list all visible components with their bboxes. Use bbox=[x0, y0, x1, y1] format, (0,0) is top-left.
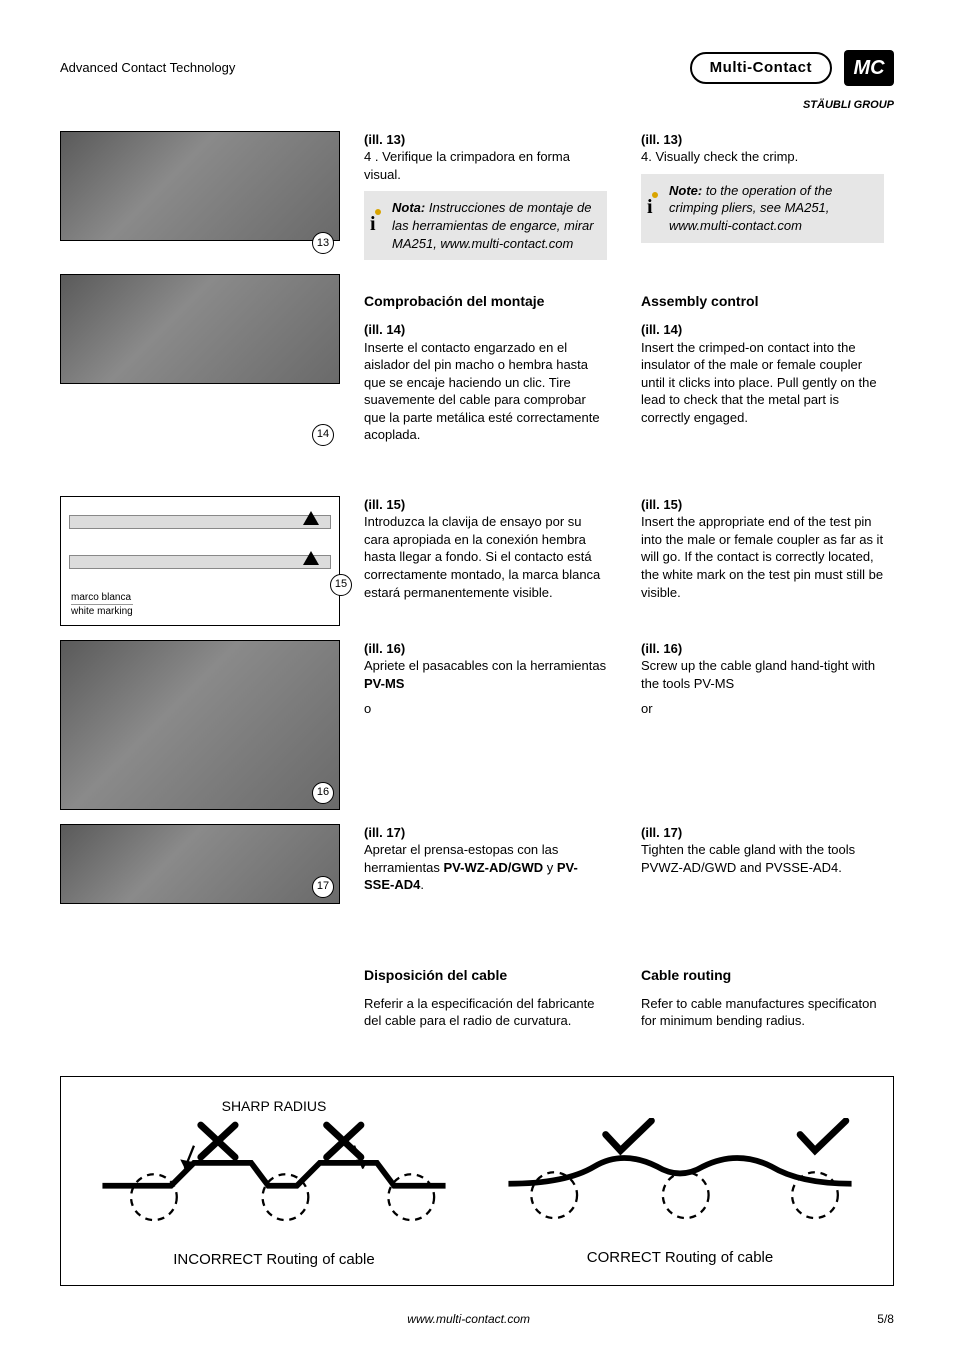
ill-ref: (ill. 14) bbox=[641, 322, 682, 337]
ill-ref: (ill. 17) bbox=[641, 825, 682, 840]
body-text: Screw up the cable gland hand-tight with… bbox=[641, 658, 875, 691]
photo-crimp bbox=[60, 131, 340, 241]
correct-caption: CORRECT Routing of cable bbox=[497, 1248, 863, 1268]
note-title: Note: bbox=[669, 183, 702, 198]
body-text: 4. Visually check the crimp. bbox=[641, 149, 798, 164]
ill-ref: (ill. 16) bbox=[641, 641, 682, 656]
incorrect-routing-icon bbox=[91, 1120, 457, 1240]
brand-pill: Multi-Contact bbox=[690, 52, 832, 84]
note-title: Nota: bbox=[392, 200, 425, 215]
diagram-test-pin: marco blanca white marking bbox=[60, 496, 340, 626]
body-text: Inserte el contacto engarzado en el aisl… bbox=[364, 340, 600, 443]
ill-ref: (ill. 17) bbox=[364, 825, 405, 840]
figure-15: marco blanca white marking 15 bbox=[60, 496, 340, 626]
figure-number-badge: 17 bbox=[312, 876, 334, 898]
correct-routing-icon bbox=[497, 1118, 863, 1238]
incorrect-caption: INCORRECT Routing of cable bbox=[91, 1250, 457, 1270]
es-column: Comprobación del montaje (ill. 14) Inser… bbox=[364, 274, 617, 452]
ill-ref: (ill. 15) bbox=[641, 497, 682, 512]
routing-correct: CORRECT Routing of cable bbox=[497, 1097, 863, 1271]
es-column: (ill. 15) Introduzca la clavija de ensay… bbox=[364, 496, 617, 626]
subbrand: STÄUBLI GROUP bbox=[60, 98, 894, 113]
ill-ref: (ill. 14) bbox=[364, 322, 405, 337]
photo-cable-gland bbox=[60, 640, 340, 810]
figure-16: 16 bbox=[60, 640, 340, 810]
footer: www.multi-contact.com 5/8 bbox=[60, 1311, 894, 1327]
es-column: (ill. 17) Apretar el prensa-estopas con … bbox=[364, 824, 617, 904]
tool-name: PV-WZ-AD/GWD bbox=[443, 860, 543, 875]
ill-ref: (ill. 13) bbox=[641, 132, 682, 147]
tool-name: PV-MS bbox=[364, 676, 404, 691]
header: Advanced Contact Technology Multi-Contac… bbox=[60, 50, 894, 86]
mc-logo-icon: MC bbox=[844, 50, 894, 86]
body-text: Tighten the cable gland with the tools P… bbox=[641, 842, 855, 875]
figure-17: 17 bbox=[60, 824, 340, 904]
en-column: Assembly control (ill. 14) Insert the cr… bbox=[641, 274, 894, 452]
heading-assembly-en: Assembly control bbox=[641, 292, 884, 311]
en-column: (ill. 16) Screw up the cable gland hand-… bbox=[641, 640, 894, 810]
ill-ref: (ill. 13) bbox=[364, 132, 405, 147]
note-box-es: i Nota: Instrucciones de montaje de las … bbox=[364, 191, 607, 260]
empty-cell bbox=[60, 948, 340, 1038]
info-icon: i bbox=[370, 209, 386, 227]
es-column: (ill. 13) 4 . Verifique la crimpadora en… bbox=[364, 131, 617, 260]
figure-13: 13 bbox=[60, 131, 340, 260]
body-text: 4 . Verifique la crimpadora en forma vis… bbox=[364, 149, 570, 182]
en-column: Cable routing Refer to cable manufacture… bbox=[641, 948, 894, 1038]
body-text: Apriete el pasacables con la herramienta… bbox=[364, 658, 606, 673]
photo-assembly bbox=[60, 274, 340, 384]
routing-incorrect: SHARP RADIUS bbox=[91, 1097, 457, 1271]
brand-wrap: Multi-Contact MC bbox=[690, 50, 894, 86]
note-box-en: i Note: to the operation of the crimping… bbox=[641, 174, 884, 243]
figure-number-badge: 14 bbox=[312, 424, 334, 446]
ill-ref: (ill. 16) bbox=[364, 641, 405, 656]
en-column: (ill. 13) 4. Visually check the crimp. i… bbox=[641, 131, 894, 260]
ill-ref: (ill. 15) bbox=[364, 497, 405, 512]
footer-url: www.multi-contact.com bbox=[407, 1311, 530, 1327]
sharp-radius-label: SHARP RADIUS bbox=[91, 1097, 457, 1116]
figure-14: 14 bbox=[60, 274, 340, 452]
body-text: Refer to cable manufactures specificaton… bbox=[641, 995, 884, 1030]
or-text: o bbox=[364, 700, 607, 718]
heading-cable-es: Disposición del cable bbox=[364, 966, 607, 985]
body-text: Insert the crimped-on contact into the i… bbox=[641, 340, 877, 425]
page-number: 5/8 bbox=[877, 1311, 894, 1327]
figure-number-badge: 15 bbox=[330, 574, 352, 596]
body-text: Introduzca la clavija de ensayo por su c… bbox=[364, 514, 600, 599]
heading-cable-en: Cable routing bbox=[641, 966, 884, 985]
diagram-label: marco blanca white marking bbox=[67, 589, 137, 621]
es-column: Disposición del cable Referir a la espec… bbox=[364, 948, 617, 1038]
body-text: Insert the appropriate end of the test p… bbox=[641, 514, 883, 599]
body-text: Referir a la especificación del fabrican… bbox=[364, 995, 607, 1030]
info-icon: i bbox=[647, 192, 663, 210]
en-column: (ill. 15) Insert the appropriate end of … bbox=[641, 496, 894, 626]
header-title: Advanced Contact Technology bbox=[60, 59, 235, 77]
figure-number-badge: 16 bbox=[312, 782, 334, 804]
photo-tighten bbox=[60, 824, 340, 904]
or-text: or bbox=[641, 700, 884, 718]
es-column: (ill. 16) Apriete el pasacables con la h… bbox=[364, 640, 617, 810]
en-column: (ill. 17) Tighten the cable gland with t… bbox=[641, 824, 894, 904]
routing-diagram-box: SHARP RADIUS bbox=[60, 1076, 894, 1286]
heading-assembly-es: Comprobación del montaje bbox=[364, 292, 607, 311]
figure-number-badge: 13 bbox=[312, 232, 334, 254]
